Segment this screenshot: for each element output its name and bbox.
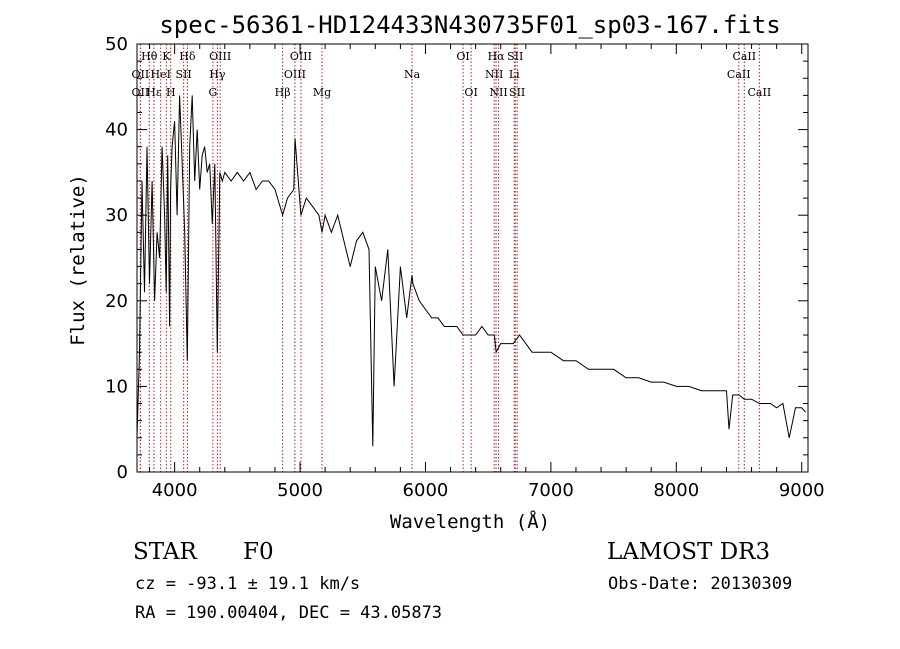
spectral-line-markers	[139, 44, 760, 472]
y-tick-label-10: 10	[105, 376, 128, 397]
line-label-17: OI	[456, 50, 469, 63]
line-label-2: Hθ	[141, 50, 158, 63]
axis-ticks	[137, 43, 808, 473]
y-tick-label-50: 50	[105, 34, 128, 55]
line-label-14: OIII	[284, 68, 306, 81]
line-label-6: H	[166, 86, 176, 99]
line-label-27: CaII	[748, 86, 772, 99]
line-label-8: Hδ	[179, 50, 196, 63]
x-tick-label-5000: 5000	[277, 480, 323, 501]
line-label-25: CaII	[732, 50, 756, 63]
x-tick-label-6000: 6000	[403, 480, 449, 501]
line-label-20: SII	[507, 50, 523, 63]
x-tick-label-8000: 8000	[653, 480, 699, 501]
line-label-4: HeI	[150, 68, 170, 81]
line-label-15: Mg	[313, 86, 331, 99]
line-label-19: Hα	[488, 50, 506, 63]
line-label-0: OII	[132, 68, 150, 81]
survey-name: LAMOST DR3	[607, 539, 771, 565]
x-tick-label-9000: 9000	[779, 480, 825, 501]
line-label-11: G	[208, 86, 217, 99]
line-label-16: Na	[404, 68, 421, 81]
spectrum-line	[136, 95, 806, 447]
line-label-26: CaII	[727, 68, 751, 81]
line-label-3: Hε	[146, 86, 162, 99]
line-label-12: Hβ	[275, 86, 291, 99]
redshift-text: cz = -93.1 ± 19.1 km/s	[135, 574, 361, 594]
plot-frame	[136, 43, 809, 473]
y-tick-label-20: 20	[105, 291, 128, 312]
line-label-9: OIII	[209, 50, 231, 63]
line-label-23: NII	[489, 86, 507, 99]
line-label-21: NII	[485, 68, 503, 81]
y-tick-labels: 0 10 20 30 40 50	[105, 34, 128, 483]
line-label-7: SII	[176, 68, 192, 81]
y-axis-label: Flux (relative)	[67, 174, 89, 346]
y-tick-label-0: 0	[117, 462, 128, 483]
line-label-22: Li	[509, 68, 520, 81]
coordinates-text: RA = 190.00404, DEC = 43.05873	[135, 603, 443, 623]
obs-date: Obs-Date: 20130309	[608, 574, 793, 594]
line-label-5: K	[162, 50, 171, 63]
x-axis-label: Wavelength (Å)	[390, 510, 550, 533]
chart-title: spec-56361-HD124433N430735F01_sp03-167.f…	[159, 11, 780, 39]
x-tick-label-4000: 4000	[152, 480, 198, 501]
y-tick-label-40: 40	[105, 120, 128, 141]
x-tick-labels: 4000 5000 6000 7000 8000 9000	[152, 480, 825, 501]
y-tick-label-30: 30	[105, 205, 128, 226]
line-label-18: OI	[464, 86, 477, 99]
object-class: STAR	[133, 539, 197, 565]
line-label-10: Hγ	[209, 68, 226, 81]
line-label-24: SII	[509, 86, 525, 99]
line-label-1: OII	[132, 86, 150, 99]
object-subclass: F0	[243, 539, 274, 565]
line-label-13: OIII	[290, 50, 312, 63]
x-tick-label-7000: 7000	[528, 480, 574, 501]
